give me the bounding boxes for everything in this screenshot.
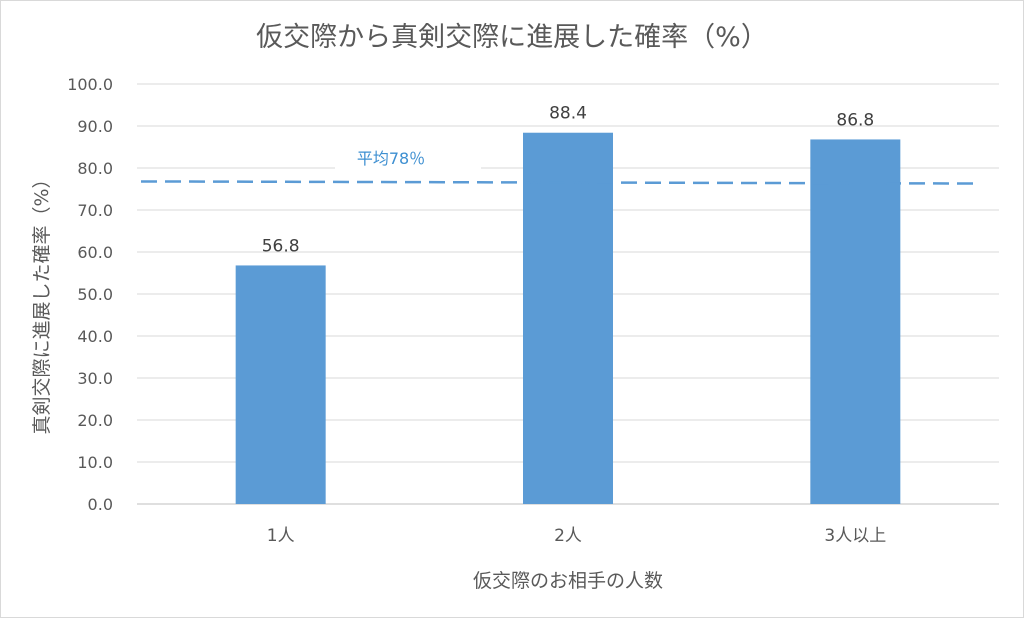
- y-tick-label: 50.0: [77, 285, 113, 304]
- data-label: 56.8: [262, 236, 300, 256]
- average-label-box: [335, 144, 481, 172]
- y-tick-label: 60.0: [77, 243, 113, 262]
- y-tick-label: 0.0: [88, 495, 113, 514]
- y-tick-label: 40.0: [77, 327, 113, 346]
- x-axis-title: 仮交際のお相手の人数: [473, 570, 663, 592]
- x-axis-categories: 1人 2人 3人以上: [267, 526, 886, 546]
- y-tick-label: 100.0: [67, 75, 113, 94]
- average-label: 平均78％: [357, 149, 425, 168]
- y-tick-label: 30.0: [77, 369, 113, 388]
- y-tick-label: 80.0: [77, 159, 113, 178]
- average-line: [140, 180, 980, 185]
- bars: [235, 132, 901, 504]
- data-label: 88.4: [549, 104, 587, 124]
- bar: [523, 132, 613, 504]
- bar: [235, 265, 326, 504]
- y-tick-label: 90.0: [77, 117, 113, 136]
- x-category-label: 1人: [267, 526, 295, 546]
- data-label: 86.8: [836, 110, 874, 130]
- bar: [810, 139, 901, 504]
- x-category-label: 2人: [554, 526, 582, 546]
- y-tick-label: 70.0: [77, 201, 113, 220]
- y-tick-label: 20.0: [77, 411, 113, 430]
- y-axis-ticks: 0.0 10.0 20.0 30.0 40.0 50.0 60.0 70.0 80.0 90.0 1…: [67, 75, 113, 514]
- average-line-group: 平均78％: [140, 144, 980, 185]
- y-axis-title: 真剣交際に進展した確率（%）: [31, 169, 53, 434]
- y-tick-label: 10.0: [77, 453, 113, 472]
- x-category-label: 3人以上: [824, 526, 886, 546]
- data-labels: 56.8 88.4 86.8: [262, 104, 875, 257]
- chart-title: 仮交際から真剣交際に進展した確率（%）: [256, 22, 768, 53]
